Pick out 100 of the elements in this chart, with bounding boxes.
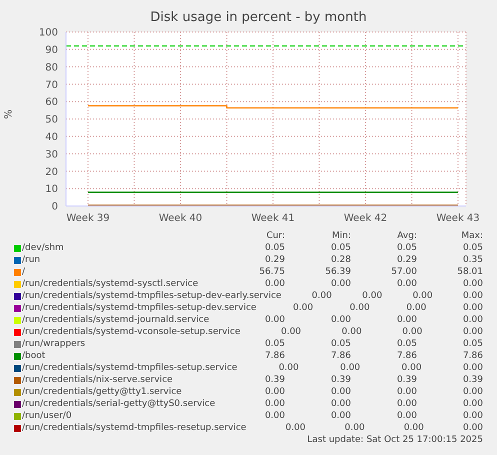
text: 0.05 xyxy=(330,242,351,254)
x-tick-label: Week 39 xyxy=(66,213,110,224)
text: 0.00 xyxy=(412,290,433,302)
text: 0.28 xyxy=(330,254,351,266)
legend-label: /dev/shm xyxy=(22,242,64,254)
legend-label: /run/credentials/serial-getty@ttyS0.service xyxy=(22,398,216,410)
text: 0.00 xyxy=(396,398,417,410)
text: 0.00 xyxy=(264,278,285,290)
text: 7.86 xyxy=(330,350,351,362)
x-tick-label: Week 40 xyxy=(158,213,202,224)
y-tick-label: 50 xyxy=(45,114,58,126)
text: 0.00 xyxy=(405,302,426,314)
text: 0.00 xyxy=(339,362,360,374)
legend-label: /boot xyxy=(22,350,46,362)
legend-label: / xyxy=(22,266,26,278)
text: 0.00 xyxy=(396,410,417,422)
text: 0.00 xyxy=(310,290,332,302)
text: 0.00 xyxy=(278,362,299,374)
legend-label: /run/credentials/nix-serve.service xyxy=(22,374,173,386)
x-tick-label: Week 42 xyxy=(344,213,388,224)
legend-label: /run/credentials/systemd-tmpfiles-setup.service xyxy=(22,362,238,374)
text: 0.00 xyxy=(402,422,424,434)
text: 0.00 xyxy=(264,314,285,326)
y-tick-label: 30 xyxy=(45,149,58,160)
legend-label: /run/credentials/getty@tty1.service xyxy=(22,386,182,398)
text: 0.39 xyxy=(396,374,417,386)
legend-label: /run xyxy=(22,254,40,266)
text: 0.00 xyxy=(330,278,351,290)
text: 0.00 xyxy=(401,326,422,338)
text: 0.00 xyxy=(396,278,417,290)
text: 0.39 xyxy=(264,374,285,386)
text: 7.86 xyxy=(264,350,285,362)
text: 0.00 xyxy=(400,362,422,374)
legend-label: /run/credentials/systemd-journald.service xyxy=(22,314,210,326)
chart-title: Disk usage in percent - by month xyxy=(149,10,368,26)
text: 57.00 xyxy=(390,266,417,278)
y-tick-label: 20 xyxy=(45,166,58,178)
legend-label: /run/credentials/systemd-tmpfiles-setup-dev-early.service xyxy=(22,290,282,302)
text: 7.86 xyxy=(462,350,483,362)
legend-label: /run/credentials/systemd-tmpfiles-setup-dev.service xyxy=(22,302,256,314)
text: 0.00 xyxy=(280,326,302,338)
text: Min: xyxy=(330,230,351,242)
y-tick-label: 40 xyxy=(45,132,58,143)
text: 0.00 xyxy=(348,302,370,314)
y-tick-label: 60 xyxy=(45,97,58,108)
text: 0.00 xyxy=(396,386,417,398)
text: 0.00 xyxy=(462,326,483,338)
text: 0.00 xyxy=(462,314,483,326)
text: 7.86 xyxy=(396,350,417,362)
text: 0.00 xyxy=(462,398,483,410)
text: 0.29 xyxy=(396,254,417,266)
text: 0.00 xyxy=(396,314,417,326)
legend-label: /run/credentials/systemd-sysctl.service xyxy=(22,278,198,290)
text: 0.05 xyxy=(396,338,417,350)
legend-label: /run/user/0 xyxy=(22,410,72,422)
legend-label: /run/wrappers xyxy=(22,338,86,350)
text: 0.00 xyxy=(330,314,351,326)
text: 0.00 xyxy=(361,290,382,302)
text: 58.01 xyxy=(456,266,483,278)
text: 0.05 xyxy=(396,242,417,254)
text: 0.00 xyxy=(330,386,351,398)
text: 0.00 xyxy=(330,398,351,410)
text: 0.00 xyxy=(264,398,285,410)
text: 0.05 xyxy=(264,242,285,254)
y-tick-label: 100 xyxy=(38,28,58,39)
text: 0.00 xyxy=(462,290,483,302)
text: 0.00 xyxy=(264,410,285,422)
y-tick-label: 80 xyxy=(45,62,58,74)
text: 0.00 xyxy=(462,302,483,314)
text: 0.00 xyxy=(462,410,483,422)
text: Max: xyxy=(460,230,483,242)
text: 0.35 xyxy=(462,254,483,266)
text: 56.75 xyxy=(258,266,285,278)
text: 0.00 xyxy=(284,422,306,434)
legend-label: /run/credentials/systemd-tmpfiles-resetup.service xyxy=(22,422,246,434)
y-tick-label: 70 xyxy=(45,80,58,91)
text: 0.05 xyxy=(264,338,285,350)
y-tick-label: 90 xyxy=(45,44,58,56)
legend-label: /run/credentials/systemd-vconsole-setup.service xyxy=(22,326,240,338)
text: 0.05 xyxy=(330,338,351,350)
text: 0.00 xyxy=(330,410,351,422)
text: Last update: Sat Oct 25 17:00:15 2025 xyxy=(306,434,483,446)
text: 0.05 xyxy=(462,338,483,350)
y-axis-title: % xyxy=(4,109,15,119)
y-tick-label: 10 xyxy=(45,184,58,196)
text: 0.39 xyxy=(330,374,351,386)
text: 0.00 xyxy=(462,422,484,434)
text: 0.00 xyxy=(462,278,483,290)
text: 56.39 xyxy=(324,266,351,278)
text: 0.05 xyxy=(462,242,483,254)
text: 0.00 xyxy=(344,422,365,434)
text: 0.00 xyxy=(264,386,285,398)
text: Avg: xyxy=(396,230,417,242)
text: 0.29 xyxy=(264,254,285,266)
text: 0.00 xyxy=(462,362,483,374)
x-tick-label: Week 41 xyxy=(251,213,295,224)
text: 0.00 xyxy=(292,302,314,314)
x-tick-label: Week 43 xyxy=(436,213,480,224)
text: 0.00 xyxy=(340,326,362,338)
text: Cur: xyxy=(265,230,285,242)
